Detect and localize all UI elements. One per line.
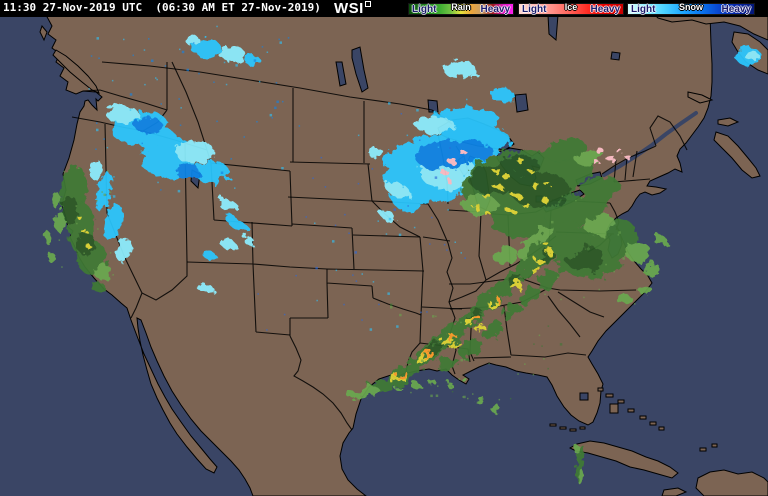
lake-okeechobee: [579, 392, 589, 401]
transition-ice: [440, 148, 631, 183]
great-lakes-rain: [462, 139, 620, 264]
lake-manitoba: [335, 61, 347, 87]
pacific-northwest-snow: [106, 105, 191, 158]
legend-snow-title: Snow: [679, 2, 703, 12]
cuba-rain: [574, 444, 585, 485]
california-coast-rain: [44, 166, 112, 292]
lake-of-the-woods: [427, 99, 439, 113]
cuba: [568, 440, 679, 479]
legend-rain-heavy-label: Heavy: [480, 4, 510, 15]
prince-edward-island: [717, 117, 740, 127]
haida-gwaii-island: [39, 24, 48, 42]
quebec-lake: [610, 51, 621, 61]
timestamp: 11:30 27-Nov-2019 UTC (06:30 AM ET 27-No…: [3, 1, 321, 14]
vancouver-island: [52, 49, 100, 94]
legend-rain-scale: Rain Light Heavy: [408, 2, 514, 15]
mid-atlantic-rain: [533, 214, 666, 305]
wsi-logo: WSI: [334, 0, 371, 17]
radar-speckles: [58, 25, 649, 401]
sierra-nevada-snow: [89, 160, 132, 262]
labrador-coast: [653, 14, 768, 41]
jamaica: [661, 487, 688, 496]
nova-scotia: [713, 131, 761, 179]
legend-rain-light-label: Light: [412, 4, 437, 15]
radar-overlay: [44, 25, 761, 485]
bahamas-islands: [597, 387, 718, 452]
legend-snow-heavy-label: Heavy: [721, 4, 751, 15]
florida-keys: [549, 423, 586, 432]
header-bar: 11:30 27-Nov-2019 UTC (06:30 AM ET 27-No…: [0, 0, 768, 17]
newfoundland-snow: [735, 47, 761, 65]
great-basin-snow: [140, 141, 255, 293]
lake-nipigon: [514, 93, 529, 113]
hispaniola: [695, 469, 768, 496]
legend-ice-light-label: Light: [522, 4, 547, 15]
wsi-logo-mark-icon: [364, 1, 371, 7]
legend-ice-heavy-label: Heavy: [590, 4, 620, 15]
legend-rain-title: Rain: [451, 2, 471, 12]
legend-ice-title: Ice: [564, 2, 578, 12]
montana-snow: [185, 35, 260, 65]
legend-snow-scale: Snow Light Heavy: [627, 2, 755, 15]
legend-snow-light-label: Light: [631, 4, 656, 15]
anticosti-island: [687, 91, 714, 104]
lake-winnipeg: [351, 46, 369, 93]
legend-ice-scale: Ice Light Heavy: [518, 2, 624, 15]
land-masses: [39, 14, 768, 496]
st-lawrence-river: [602, 111, 698, 177]
